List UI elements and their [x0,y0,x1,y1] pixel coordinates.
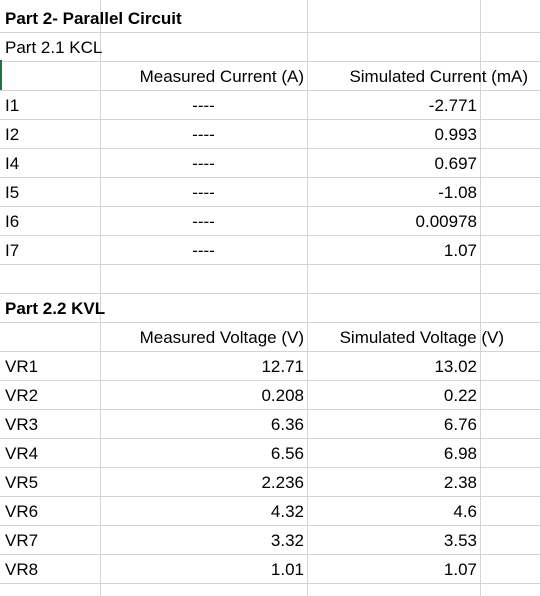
kcl-row-simulated[interactable]: -1.08 [438,183,477,202]
kcl-header-measured[interactable]: Measured Current (A) [139,67,304,86]
kvl-row-measured[interactable]: 1.01 [270,560,304,579]
kvl-row-label[interactable]: VR4 [5,444,39,463]
kcl-row-label[interactable]: I5 [5,183,20,202]
kvl-row-measured[interactable]: 12.71 [261,357,304,376]
kvl-row-measured[interactable]: 3.32 [270,531,304,550]
row-divider [0,554,541,555]
row-divider [0,467,541,468]
row-divider [0,351,541,352]
kcl-row-measured[interactable]: ---- [192,154,215,173]
kvl-row-measured[interactable]: 4.32 [270,502,304,521]
kcl-row-label[interactable]: I2 [5,125,20,144]
row-divider [0,293,541,294]
kvl-row-simulated[interactable]: 6.98 [443,444,477,463]
kvl-row-label[interactable]: VR7 [5,531,39,550]
kvl-row-measured[interactable]: 0.208 [261,386,304,405]
row-divider [0,61,541,62]
row-divider [0,583,541,584]
section-title[interactable]: Part 2- Parallel Circuit [5,9,182,28]
row-divider [0,380,541,381]
active-cell-indicator [0,60,2,90]
kcl-row-label[interactable]: I1 [5,96,20,115]
kvl-row-simulated[interactable]: 4.6 [453,502,477,521]
row-divider [0,264,541,265]
kcl-row-measured[interactable]: ---- [192,125,215,144]
row-divider [0,206,541,207]
kcl-row-label[interactable]: I6 [5,212,20,231]
kcl-row-simulated[interactable]: 0.00978 [415,212,477,231]
kvl-header-simulated[interactable]: Simulated Voltage (V) [339,328,504,347]
kcl-row-label[interactable]: I7 [5,241,20,260]
kvl-row-measured[interactable]: 6.36 [270,415,304,434]
kvl-header-measured[interactable]: Measured Voltage (V) [139,328,304,347]
kvl-row-label[interactable]: VR6 [5,502,39,521]
kvl-row-label[interactable]: VR1 [5,357,39,376]
kvl-row-label[interactable]: VR8 [5,560,39,579]
column-divider [307,0,308,596]
row-divider [0,235,541,236]
kcl-row-measured[interactable]: ---- [192,183,215,202]
kvl-row-measured[interactable]: 6.56 [270,444,304,463]
kvl-row-simulated[interactable]: 3.53 [443,531,477,550]
kcl-row-simulated[interactable]: -2.771 [428,96,477,115]
row-divider [0,322,541,323]
kcl-row-label[interactable]: I4 [5,154,20,173]
kcl-row-simulated[interactable]: 0.697 [434,154,477,173]
kvl-row-simulated[interactable]: 13.02 [434,357,477,376]
row-divider [0,90,541,91]
kcl-row-simulated[interactable]: 1.07 [443,241,477,260]
kcl-row-measured[interactable]: ---- [192,212,215,231]
kcl-row-measured[interactable]: ---- [192,241,215,260]
kvl-row-label[interactable]: VR3 [5,415,39,434]
row-divider [0,496,541,497]
kvl-row-simulated[interactable]: 6.76 [443,415,477,434]
row-divider [0,409,541,410]
row-divider [0,119,541,120]
row-divider [0,177,541,178]
kcl-header-simulated[interactable]: Simulated Current (mA) [349,67,528,86]
row-divider [0,148,541,149]
kcl-title[interactable]: Part 2.1 KCL [5,38,103,57]
kvl-row-simulated[interactable]: 1.07 [443,560,477,579]
kcl-row-measured[interactable]: ---- [192,96,215,115]
kvl-row-label[interactable]: VR5 [5,473,39,492]
kvl-row-simulated[interactable]: 2.38 [443,473,477,492]
kvl-row-simulated[interactable]: 0.22 [443,386,477,405]
kvl-title[interactable]: Part 2.2 KVL [5,299,106,318]
row-divider [0,32,541,33]
kvl-row-label[interactable]: VR2 [5,386,39,405]
row-divider [0,438,541,439]
kcl-row-simulated[interactable]: 0.993 [434,125,477,144]
column-divider [100,0,101,596]
column-divider [480,0,481,596]
row-divider [0,525,541,526]
kvl-row-measured[interactable]: 2.236 [261,473,304,492]
